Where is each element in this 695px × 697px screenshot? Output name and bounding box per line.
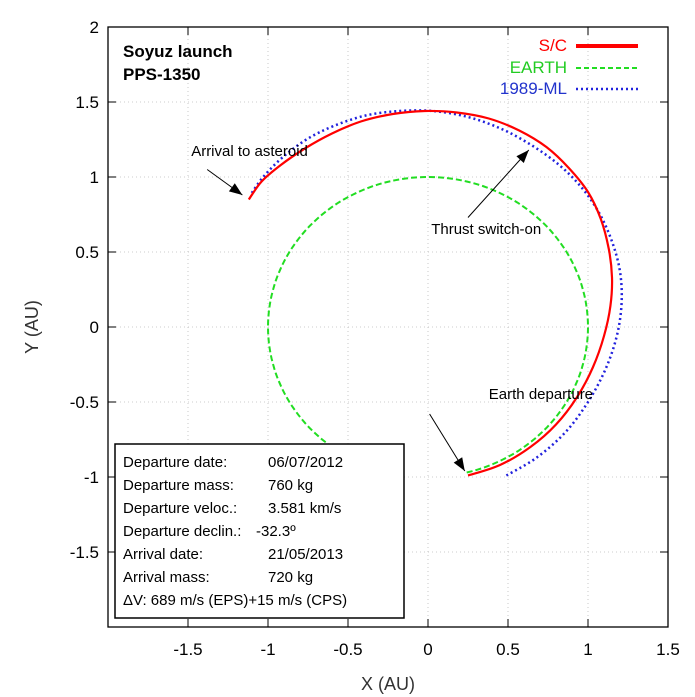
series-layer <box>247 109 624 477</box>
y-tick-label: -1.5 <box>70 543 99 562</box>
y-tick-label: 2 <box>90 18 99 37</box>
y-tick-label: 1 <box>90 168 99 187</box>
info-label-departure-date: Departure date: <box>123 454 227 471</box>
annotation-arrowhead <box>453 457 465 471</box>
info-box: Departure date: 06/07/2012 Departure mas… <box>114 443 405 619</box>
annotation-label: Thrust switch-on <box>431 221 541 238</box>
y-tick-label: 0 <box>90 318 99 337</box>
x-axis-title: X (AU) <box>361 674 415 694</box>
x-tick-label: -1.5 <box>173 640 202 659</box>
info-delta-v: ΔV: 689 m/s (EPS)+15 m/s (CPS) <box>123 592 347 609</box>
info-box-frame <box>114 443 405 619</box>
axis-ticks: -1.5 -1 -0.5 0 0.5 1 1.5 -1.5 -1 -0.5 0 0.5 1 1.5 2 <box>70 18 680 659</box>
x-tick-label: 0.5 <box>496 640 520 659</box>
x-tick-label: 1 <box>583 640 592 659</box>
annotation-arrow-line <box>467 149 530 218</box>
chart-title-line-2: PPS-1350 <box>123 65 201 84</box>
x-tick-label: -1 <box>260 640 275 659</box>
legend-label-sc: S/C <box>539 36 567 55</box>
info-value-arrival-mass: 720 kg <box>268 569 313 586</box>
annotations: Arrival to asteroid Thrust switch-on Earth… <box>191 143 593 472</box>
info-label-departure-veloc: Departure veloc.: <box>123 500 237 517</box>
annotation-arrowhead <box>516 150 529 163</box>
legend-label-1989ml: 1989-ML <box>500 79 567 98</box>
x-tick-label: -0.5 <box>333 640 362 659</box>
info-value-departure-mass: 760 kg <box>268 477 313 494</box>
y-tick-label: 0.5 <box>75 243 99 262</box>
info-value-departure-veloc: 3.581 km/s <box>268 500 341 517</box>
series-sc-line <box>247 109 614 477</box>
chart-title-line-1: Soyuz launch <box>123 42 233 61</box>
info-value-arrival-date: 21/05/2013 <box>268 546 343 563</box>
info-label-departure-declin: Departure declin.: <box>123 523 241 540</box>
y-axis-title: Y (AU) <box>22 300 42 354</box>
info-label-arrival-mass: Arrival mass: <box>123 569 210 586</box>
info-label-arrival-date: Arrival date: <box>123 546 203 563</box>
x-tick-label: 1.5 <box>656 640 680 659</box>
series-earth-line <box>266 175 590 474</box>
annotation-label: Earth departure <box>489 386 593 403</box>
y-tick-label: 1.5 <box>75 93 99 112</box>
y-tick-label: -0.5 <box>70 393 99 412</box>
legend-label-earth: EARTH <box>510 58 567 77</box>
annotation-label: Arrival to asteroid <box>191 143 308 160</box>
info-value-departure-date: 06/07/2012 <box>268 454 343 471</box>
info-value-departure-declin: -32.3º <box>256 523 296 540</box>
x-tick-label: 0 <box>423 640 432 659</box>
legend: S/C EARTH 1989-ML <box>500 36 638 98</box>
info-label-departure-mass: Departure mass: <box>123 477 234 494</box>
y-tick-label: -1 <box>84 468 99 487</box>
annotation-arrowhead <box>228 183 243 195</box>
